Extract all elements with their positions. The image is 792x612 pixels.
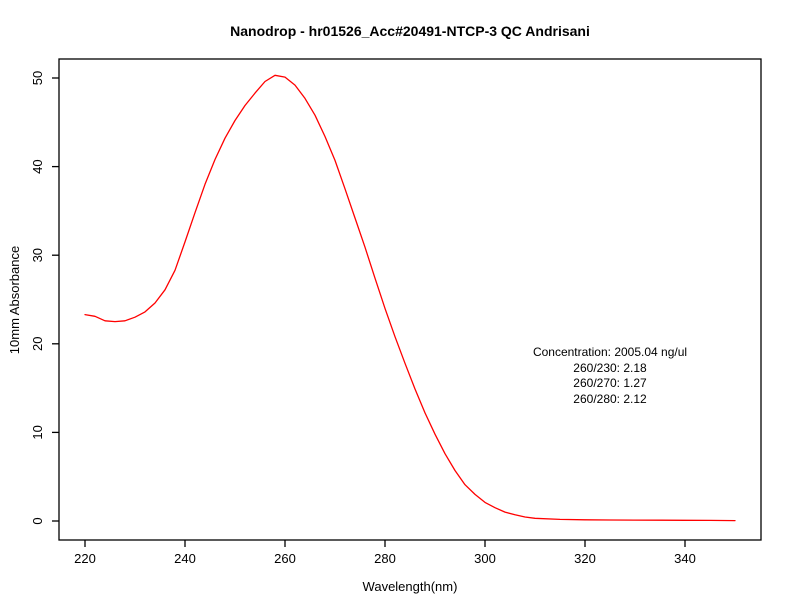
y-tick-label: 30 [30,248,45,262]
y-tick-label: 20 [30,337,45,351]
plot-border [58,58,762,541]
annotation-ratio-260-280: 260/280: 2.12 [573,392,647,406]
x-tick-label: 220 [74,551,96,566]
y-tick-label: 40 [30,159,45,173]
y-tick-label: 0 [30,517,45,524]
x-axis-label: Wavelength(nm) [363,579,458,594]
x-tick-label: 340 [674,551,696,566]
x-axis: 220 240 260 280 300 320 340 [74,540,696,566]
annotation-ratio-260-230: 260/230: 2.18 [573,361,647,375]
x-tick-label: 240 [174,551,196,566]
x-tick-label: 320 [574,551,596,566]
spectrum-curve [84,74,736,522]
y-axis: 0 10 20 30 40 50 [30,71,59,525]
y-tick-label: 50 [30,71,45,85]
annotation-ratio-260-270: 260/270: 1.27 [573,376,647,390]
x-tick-label: 260 [274,551,296,566]
x-tick-label: 280 [374,551,396,566]
y-tick-label: 10 [30,425,45,439]
annotation-concentration: Concentration: 2005.04 ng/ul [533,345,687,359]
annotation-block: Concentration: 2005.04 ng/ul 260/230: 2.… [533,345,687,406]
chart-title: Nanodrop - hr01526_Acc#20491-NTCP-3 QC A… [230,23,590,39]
x-tick-label: 300 [474,551,496,566]
y-axis-label: 10mm Absorbance [7,246,22,354]
